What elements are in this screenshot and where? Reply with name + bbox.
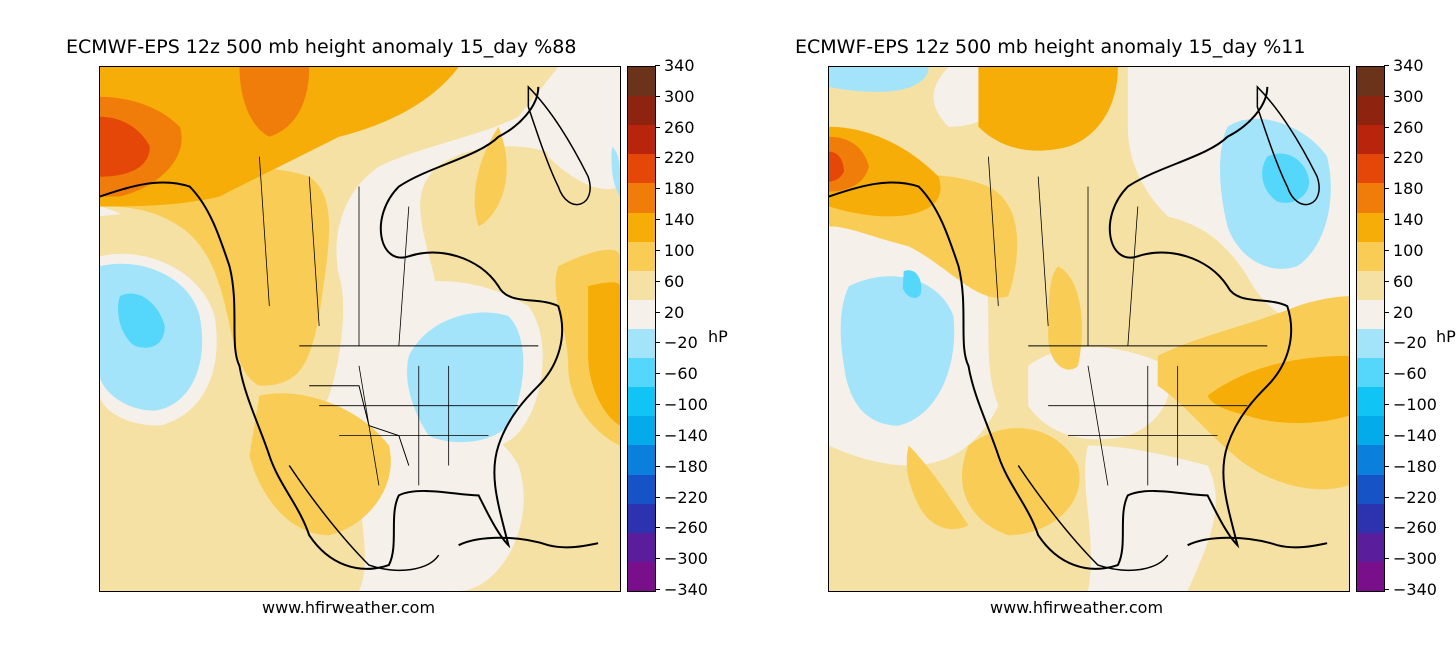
colorbar-tick-label: −260: [1384, 520, 1437, 536]
colorbar-tick-label: 300: [655, 88, 695, 105]
colorbar-segment: [1357, 328, 1384, 359]
colorbar-segment: [628, 561, 655, 591]
colorbar-tick-label: −20: [1384, 335, 1427, 351]
colorbar-tick-label: 220: [1384, 150, 1424, 166]
colorbar-tick-label: 100: [1384, 242, 1424, 259]
map-panel-right: ECMWF-EPS 12z 500 mb height anomaly 15_d…: [728, 0, 1456, 658]
colorbar-segment: [1357, 532, 1384, 562]
colorbar-tick-label: 60: [1383, 273, 1413, 290]
colorbar-ticks: 340 300 260 220 180 140 100 60 20 −20 −60 −100 −140 −…: [1383, 58, 1456, 598]
colorbar-segment: [628, 299, 655, 329]
credit-text: www.hfirweather.com: [990, 598, 1164, 617]
colorbar-segment: [628, 125, 655, 155]
colorbar-tick-label: −100: [1384, 397, 1437, 413]
colorbar-tick-label: 60: [654, 273, 684, 290]
colorbar-segment: [1357, 416, 1384, 446]
colorbar-segment: [1357, 241, 1384, 271]
colorbar-segment: [1357, 212, 1384, 242]
colorbar-segment: [1357, 358, 1384, 388]
colorbar-segment: [1357, 96, 1384, 126]
colorbar-segment: [628, 328, 655, 359]
colorbar-tick-label: −100: [655, 397, 708, 413]
colorbar-segment: [628, 445, 655, 475]
map-title: ECMWF-EPS 12z 500 mb height anomaly 15_d…: [66, 36, 577, 58]
colorbar-tick-label: −300: [1384, 551, 1437, 567]
colorbar-tick-label: 140: [655, 212, 695, 228]
colorbar-tick-label: 180: [655, 181, 695, 197]
anomaly-map: [99, 66, 621, 592]
colorbar-tick-label: 100: [655, 242, 695, 259]
colorbar-tick-label: −300: [655, 551, 708, 567]
colorbar-segment: [628, 270, 655, 300]
anomaly-contours: [829, 67, 1349, 591]
colorbar-tick-label: 340: [1384, 58, 1424, 74]
colorbar-tick-label: −20: [655, 335, 698, 351]
colorbar: [1356, 66, 1385, 592]
colorbar-tick-label: −340: [1384, 582, 1437, 598]
colorbar-tick-label: −60: [655, 366, 698, 382]
colorbar-tick-label: 140: [1384, 212, 1424, 228]
anomaly-map: [828, 66, 1350, 592]
colorbar-segment: [628, 474, 655, 504]
colorbar-segment: [628, 387, 655, 417]
colorbar-segment: [628, 183, 655, 213]
colorbar-unit-label: hP: [1436, 327, 1456, 346]
colorbar-tick-label: 300: [1384, 88, 1424, 105]
colorbar-segment: [628, 241, 655, 271]
colorbar-tick-label: 260: [655, 119, 695, 136]
colorbar-segment: [628, 503, 655, 533]
colorbar-segment: [628, 67, 655, 97]
colorbar-tick-label: 180: [1384, 181, 1424, 197]
colorbar-tick-label: −140: [655, 427, 708, 444]
colorbar-segment: [1357, 445, 1384, 475]
colorbar-segment: [628, 212, 655, 242]
colorbar-segment: [1357, 387, 1384, 417]
colorbar-segment: [1357, 299, 1384, 329]
colorbar-segment: [1357, 474, 1384, 504]
colorbar-tick-label: −140: [1384, 427, 1437, 444]
colorbar-tick-label: −180: [655, 458, 708, 475]
colorbar-tick-label: 260: [1384, 119, 1424, 136]
colorbar-tick-label: 340: [655, 58, 695, 74]
colorbar-segment: [628, 154, 655, 184]
colorbar-segment: [1357, 67, 1384, 97]
colorbar-tick-label: −260: [655, 520, 708, 536]
map-title: ECMWF-EPS 12z 500 mb height anomaly 15_d…: [795, 36, 1306, 58]
colorbar-segment: [1357, 503, 1384, 533]
colorbar-tick-label: −220: [1384, 489, 1437, 506]
colorbar-segment: [1357, 183, 1384, 213]
anomaly-contours: [100, 67, 620, 591]
colorbar-tick-label: 20: [654, 304, 684, 321]
map-panel-left: ECMWF-EPS 12z 500 mb height anomaly 15_d…: [66, 36, 728, 617]
colorbar-segment: [628, 416, 655, 446]
colorbar-tick-label: 20: [1383, 304, 1413, 321]
colorbar-ticks: 340 300 260 220 180 140 100 60 20 −20 −60 −100 −140 −…: [654, 58, 736, 598]
colorbar-tick-label: −180: [1384, 458, 1437, 475]
colorbar-segment: [1357, 154, 1384, 184]
colorbar-segment: [1357, 270, 1384, 300]
colorbar-tick-label: −220: [655, 489, 708, 506]
colorbar-segment: [628, 532, 655, 562]
colorbar-tick-label: 220: [655, 150, 695, 166]
colorbar-unit-label: hP: [708, 327, 728, 346]
colorbar-segment: [628, 358, 655, 388]
colorbar-segment: [628, 96, 655, 126]
colorbar-tick-label: −60: [1384, 366, 1427, 382]
colorbar: [627, 66, 656, 592]
credit-text: www.hfirweather.com: [262, 598, 436, 617]
colorbar-segment: [1357, 125, 1384, 155]
colorbar-segment: [1357, 561, 1384, 591]
colorbar-tick-label: −340: [655, 582, 708, 598]
